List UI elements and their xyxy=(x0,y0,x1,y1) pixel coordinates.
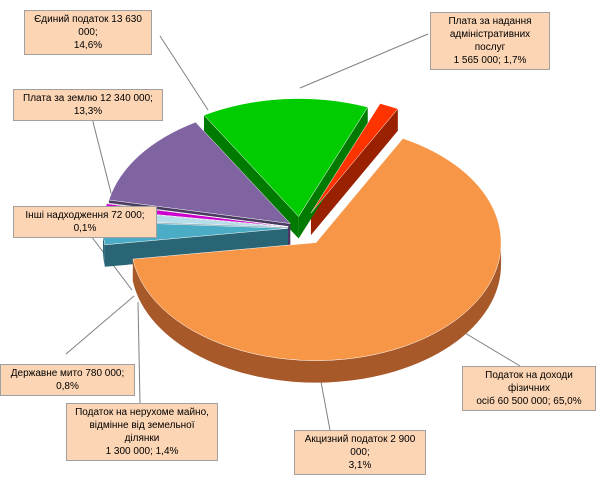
leader-line xyxy=(137,301,141,404)
data-label-line: осіб 60 500 000; 65,0% xyxy=(476,396,582,407)
slice-wall xyxy=(310,108,398,235)
data-label-line: 3,1% xyxy=(348,460,372,471)
leader-line xyxy=(299,33,429,89)
data-label-line: адміністративних послуг xyxy=(449,29,531,53)
data-label-line: 1 565 000; 1,7% xyxy=(453,55,527,66)
data-label: Плата за землю 12 340 000; 13,3% xyxy=(13,89,163,121)
data-label-line: Плата за землю 12 340 000; 13,3% xyxy=(23,93,153,117)
slice-wall xyxy=(104,228,289,267)
data-label-line: відмінне від земельної ділянки xyxy=(89,420,195,444)
data-label-line: 14,6% xyxy=(73,40,103,51)
pie-slice xyxy=(310,103,399,214)
data-label: Акцизний податок 2 900 000; 3,1% xyxy=(294,430,426,475)
leader-line xyxy=(159,35,209,111)
pie-slice xyxy=(108,121,291,224)
data-label-line: 1 300 000; 1,4% xyxy=(105,446,179,457)
data-label: Податок на нерухоме майно, відмінне від з… xyxy=(66,403,218,461)
data-label: Державне мито 780 000; 0,8% xyxy=(0,364,135,396)
pie-slice xyxy=(203,98,369,217)
data-label-line: Державне мито 780 000; 0,8% xyxy=(10,368,125,392)
slice-side xyxy=(132,242,502,383)
data-label: Податок на доходи фізичних осіб 60 500 00… xyxy=(462,366,596,411)
leader-line xyxy=(65,295,135,355)
data-label: Плата за надання адміністративних послуг 1… xyxy=(430,12,550,70)
data-label-line: Інші надходження 72 000; 0,1% xyxy=(25,210,145,234)
data-label: Інші надходження 72 000; 0,1% xyxy=(13,206,157,238)
data-label: Єдиний податок 13 630 000; 14,6% xyxy=(24,10,152,55)
data-label-line: Плата за надання xyxy=(448,16,532,27)
data-label-line: Податок на нерухоме майно, xyxy=(75,407,209,418)
data-label-line: Єдиний податок 13 630 000; xyxy=(34,14,142,38)
pie-slice xyxy=(132,138,502,361)
data-label-line: Податок на доходи фізичних xyxy=(485,370,573,394)
data-label-line: Акцизний податок 2 900 000; xyxy=(304,434,416,458)
